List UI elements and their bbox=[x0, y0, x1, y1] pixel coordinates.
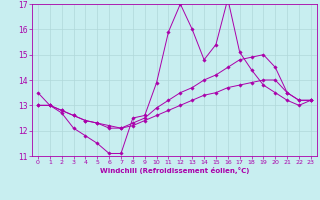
X-axis label: Windchill (Refroidissement éolien,°C): Windchill (Refroidissement éolien,°C) bbox=[100, 167, 249, 174]
